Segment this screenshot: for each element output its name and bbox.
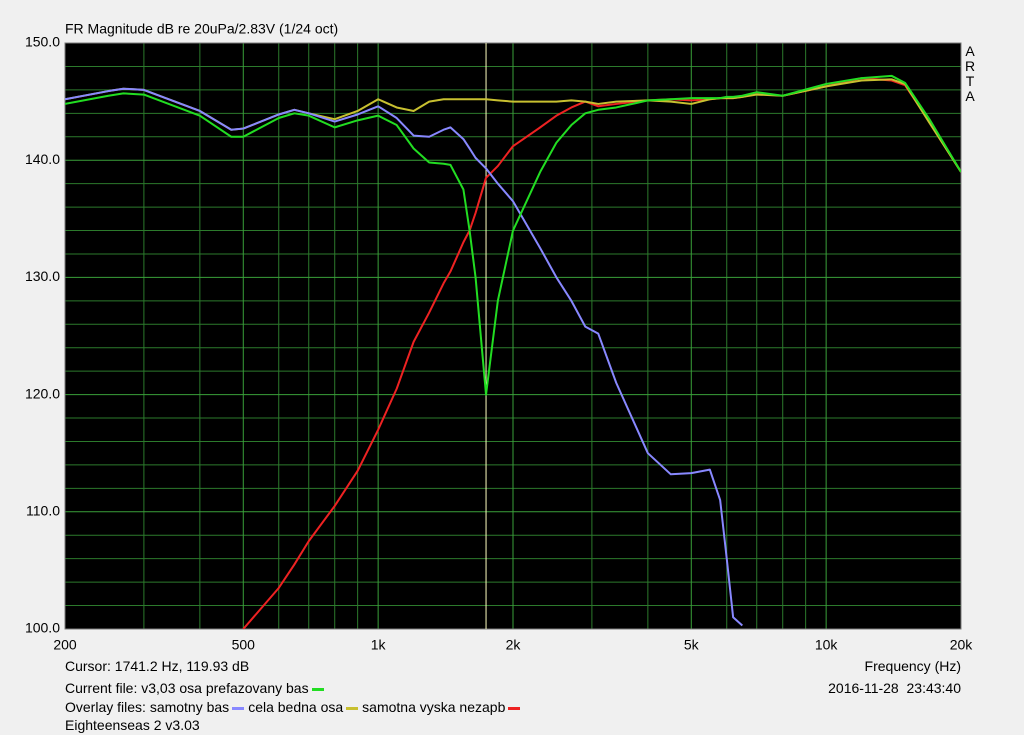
cursor-readout: Cursor: 1741.2 Hz, 119.93 dB xyxy=(65,658,250,674)
legend-swatch xyxy=(508,706,521,710)
current-file: Current file: v3,03 osa prefazovany bas xyxy=(65,680,328,696)
x-tick-label: 500 xyxy=(232,637,256,653)
chart-title: FR Magnitude dB re 20uPa/2.83V (1/24 oct… xyxy=(65,21,338,37)
y-tick-label: 150.0 xyxy=(25,34,60,50)
y-tick-label: 120.0 xyxy=(25,385,60,401)
x-tick-label: 10k xyxy=(815,637,839,653)
y-tick-label: 130.0 xyxy=(25,268,60,284)
plot-frame xyxy=(64,42,962,630)
series-line xyxy=(65,74,961,396)
grid xyxy=(64,42,962,630)
footer: Eighteenseas 2 v3.03 xyxy=(65,717,200,733)
legend-label: samotna vyska nezapb xyxy=(362,699,506,715)
x-tick-label: 200 xyxy=(53,637,77,653)
label: Current file: xyxy=(65,680,138,696)
legend: v3,03 osa prefazovany bas xyxy=(141,680,327,696)
legend-swatch xyxy=(311,687,324,691)
legend-swatch xyxy=(232,706,245,710)
x-tick-label: 1k xyxy=(371,637,387,653)
x-axis-title: Frequency (Hz) xyxy=(864,658,961,674)
label: Overlay files: xyxy=(65,699,146,715)
x-tick-label: 5k xyxy=(684,637,700,653)
y-tick-label: 110.0 xyxy=(26,503,60,519)
x-tick-label: 2k xyxy=(506,637,522,653)
legend: samotny bas cela bedna osa samotna vyska n… xyxy=(150,699,525,715)
chart: FR Magnitude dB re 20uPa/2.83V (1/24 oct… xyxy=(25,21,975,653)
legend-label: samotny bas xyxy=(149,699,230,715)
labels: 200 500 1k 2k 5k 10k 20k 100.0 110.0 120.0 130.0 14… xyxy=(25,34,975,653)
overlay-files: Overlay files: samotny bas cela bedna osa… xyxy=(65,699,524,715)
y-tick-label: 140.0 xyxy=(25,151,60,167)
y-tick-label: 100.0 xyxy=(25,620,60,636)
legend-label: cela bedna osa xyxy=(248,699,344,715)
x-tick-label: 20k xyxy=(950,637,974,653)
timestamp: 2016-11-28 23:43:40 xyxy=(828,680,961,696)
series-line xyxy=(65,87,743,627)
legend-swatch xyxy=(346,706,359,710)
lines xyxy=(65,43,961,629)
legend-label: v3,03 osa prefazovany bas xyxy=(141,680,309,696)
